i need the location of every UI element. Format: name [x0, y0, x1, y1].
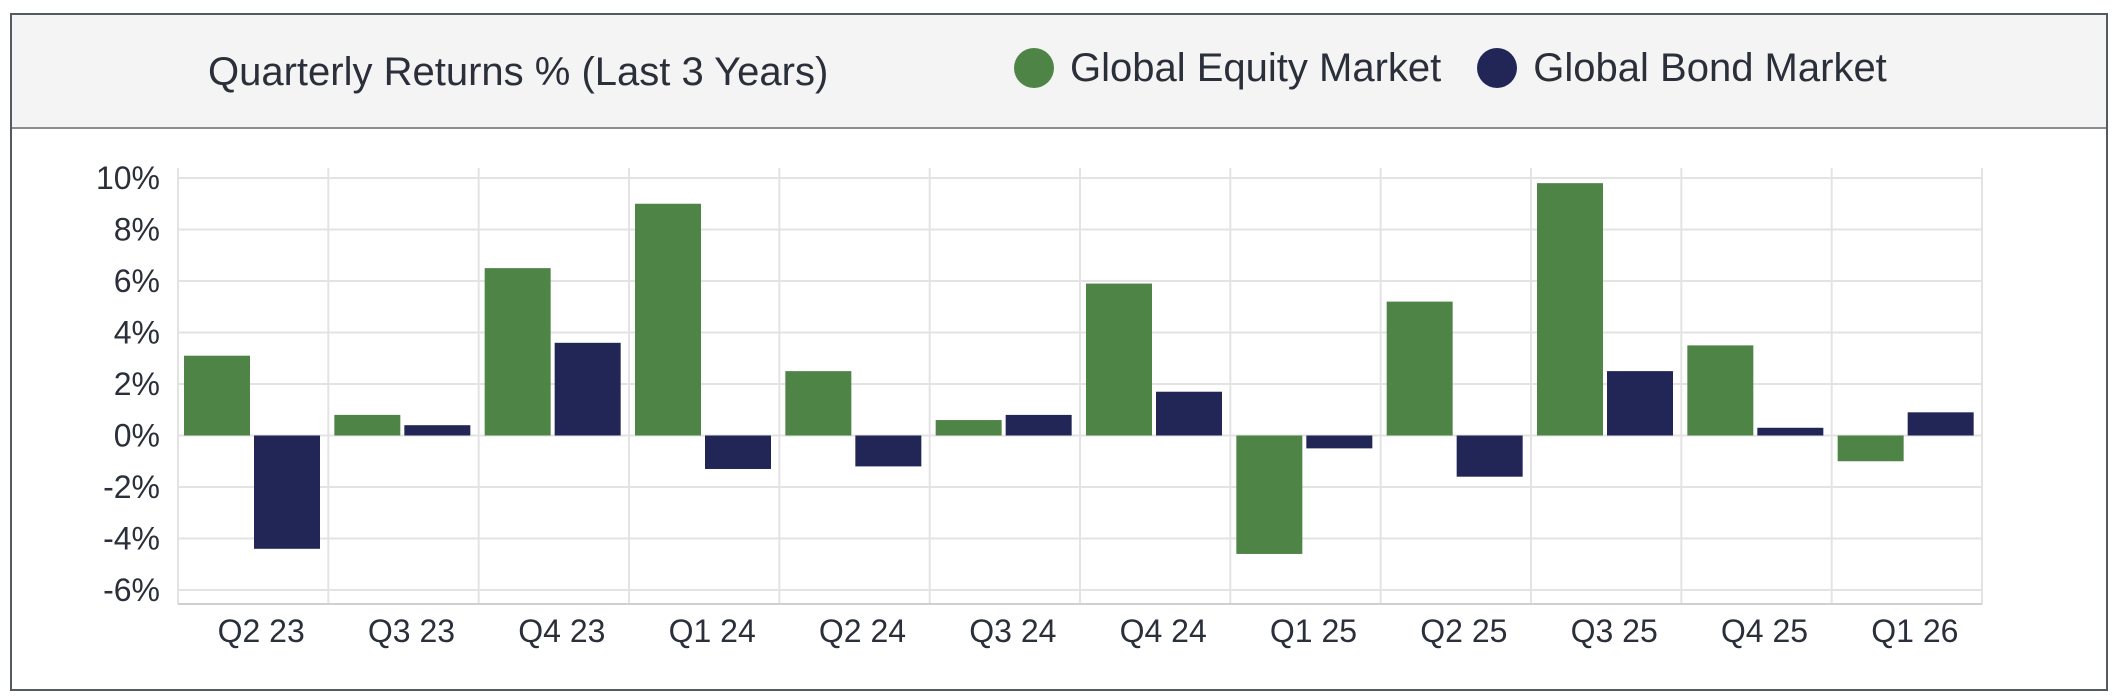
x-tick-label: Q3 23	[368, 613, 455, 649]
bar-bond	[1757, 427, 1824, 436]
x-tick-label: Q1 24	[669, 613, 756, 649]
bar-equity	[484, 268, 551, 436]
bar-equity	[1086, 283, 1152, 436]
y-tick-label: 10%	[96, 160, 160, 196]
y-tick-label: 0%	[114, 418, 160, 454]
y-tick-label: -2%	[103, 469, 160, 505]
x-tick-label: Q3 25	[1571, 613, 1658, 649]
x-tick-label: Q3 24	[969, 613, 1056, 649]
chart-header: Quarterly Returns % (Last 3 Years) Globa…	[12, 15, 2106, 129]
bar-equity	[184, 355, 250, 436]
bar-bond	[554, 342, 621, 436]
bar-equity	[635, 203, 701, 436]
y-tick-label: 8%	[114, 212, 160, 248]
x-tick-label: Q1 26	[1871, 613, 1958, 649]
x-tick-label: Q4 24	[1120, 613, 1207, 649]
legend-label-bond: Global Bond Market	[1533, 46, 1887, 90]
x-tick-label: Q2 23	[218, 613, 305, 649]
y-tick-label: -6%	[103, 572, 160, 608]
y-tick-label: -4%	[103, 521, 160, 557]
bar-equity	[1537, 183, 1603, 436]
bar-bond	[404, 425, 471, 436]
y-tick-label: 6%	[114, 263, 160, 299]
y-tick-label: 2%	[114, 366, 160, 402]
x-tick-label: Q2 24	[819, 613, 906, 649]
x-tick-label: Q1 25	[1270, 613, 1357, 649]
bar-equity	[785, 371, 852, 436]
bar-bond	[1005, 414, 1072, 436]
bar-bond	[254, 435, 320, 549]
bar-bond	[1306, 435, 1373, 449]
x-tick-label: Q4 25	[1721, 613, 1808, 649]
bar-equity	[1837, 435, 1904, 462]
legend-swatch-equity	[1014, 48, 1054, 88]
bar-equity	[1687, 345, 1754, 436]
chart-title: Quarterly Returns % (Last 3 Years)	[208, 50, 829, 94]
chart-frame: Quarterly Returns % (Last 3 Years) Globa…	[10, 13, 2108, 691]
bar-bond	[1156, 391, 1222, 436]
bar-equity	[1236, 435, 1303, 554]
x-tick-label: Q2 25	[1420, 613, 1507, 649]
bar-equity	[935, 420, 1002, 436]
bar-bond	[855, 435, 922, 467]
bar-bond	[705, 435, 771, 469]
x-tick-label: Q4 23	[518, 613, 605, 649]
y-tick-label: 4%	[114, 315, 160, 351]
bar-bond	[1907, 412, 1974, 436]
bar-bond	[1456, 435, 1523, 477]
chart-legend: Global Equity Market Global Bond Market	[1014, 45, 1923, 91]
legend-item-bond[interactable]: Global Bond Market	[1477, 45, 1887, 91]
bar-bond	[1607, 371, 1673, 436]
bar-equity	[1386, 301, 1453, 436]
legend-swatch-bond	[1477, 48, 1518, 88]
legend-item-equity[interactable]: Global Equity Market	[1014, 45, 1441, 91]
legend-label-equity: Global Equity Market	[1070, 46, 1442, 90]
bar-equity	[334, 414, 401, 436]
